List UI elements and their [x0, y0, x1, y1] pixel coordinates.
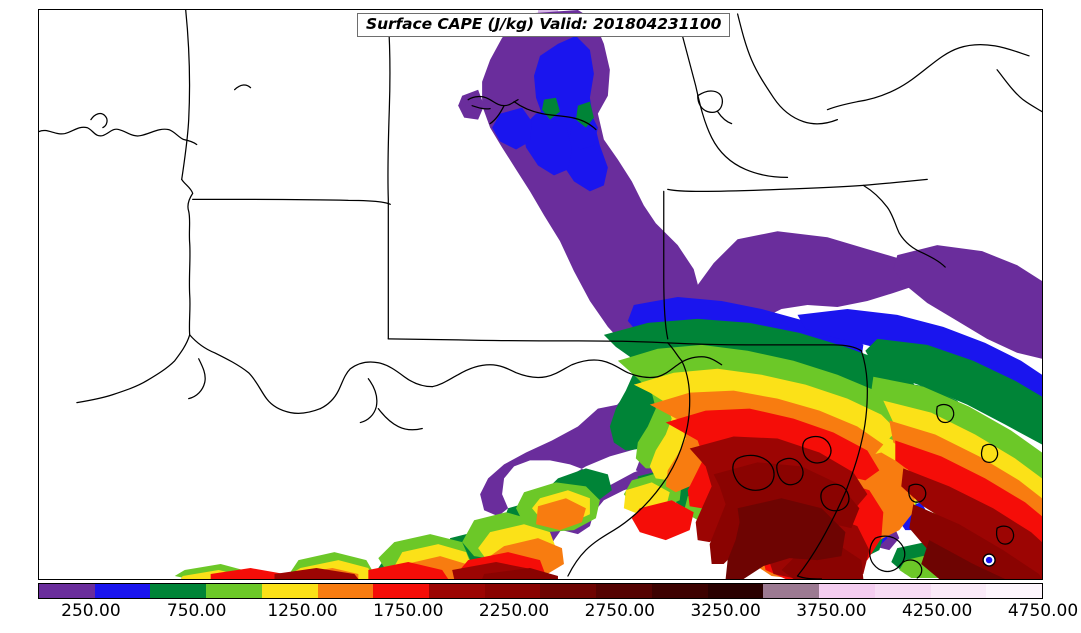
page-title: Surface CAPE (J/kg) Valid: 201804231100 [366, 15, 722, 33]
colorbar [38, 583, 1043, 599]
colorbar-segment-1750-2000 [373, 584, 430, 598]
colorbar-tick-1250: 1250.00 [267, 601, 338, 621]
station-marker [982, 553, 996, 567]
colorbar-segment-3750-4000 [819, 584, 875, 598]
colorbar-tick-750: 750.00 [166, 601, 227, 621]
colorbar-tick-1750: 1750.00 [373, 601, 444, 621]
colorbar-segment-4000-4250 [874, 584, 931, 598]
colorbar-segment-2250-2500 [484, 584, 541, 598]
cape-fill-deepmaroon [725, 498, 1006, 579]
map-axes [38, 9, 1043, 580]
colorbar-tick-3750: 3750.00 [796, 601, 867, 621]
cape-contour-map [39, 10, 1042, 579]
colorbar-segment-500-750 [94, 584, 151, 598]
colorbar-tick-3250: 3250.00 [690, 601, 761, 621]
colorbar-segment-1250-1500 [261, 584, 318, 598]
colorbar-segment-3000-3250 [651, 584, 708, 598]
colorbar-segment-2500-2750 [540, 584, 597, 598]
colorbar-tick-labels: 250.00 750.00 1250.00 1750.00 2250.00 2750.00… [0, 601, 1081, 629]
colorbar-segment-4250-4500 [930, 584, 987, 598]
chart-title-box: Surface CAPE (J/kg) Valid: 201804231100 [357, 13, 731, 37]
colorbar-tick-4750: 4750.00 [1007, 601, 1079, 621]
colorbar-tick-250: 250.00 [61, 601, 121, 621]
colorbar-segment-4500-4750 [986, 584, 1042, 598]
colorbar-segment-3250-3500 [707, 584, 764, 598]
colorbar-segment-3500-3750 [763, 584, 820, 598]
state-and-coast-lines [39, 10, 1042, 579]
colorbar-tick-4250: 4250.00 [902, 601, 973, 621]
colorbar-segment-750-1000 [150, 584, 207, 598]
colorbar-tick-2750: 2750.00 [584, 601, 655, 621]
colorbar-tick-2250: 2250.00 [478, 601, 550, 621]
colorbar-segment-1500-1750 [317, 584, 374, 598]
colorbar-segment-2750-3000 [596, 584, 652, 598]
colorbar-segment-250-500 [39, 584, 95, 598]
colorbar-segment-1000-1250 [206, 584, 262, 598]
colorbar-segment-2000-2250 [429, 584, 485, 598]
